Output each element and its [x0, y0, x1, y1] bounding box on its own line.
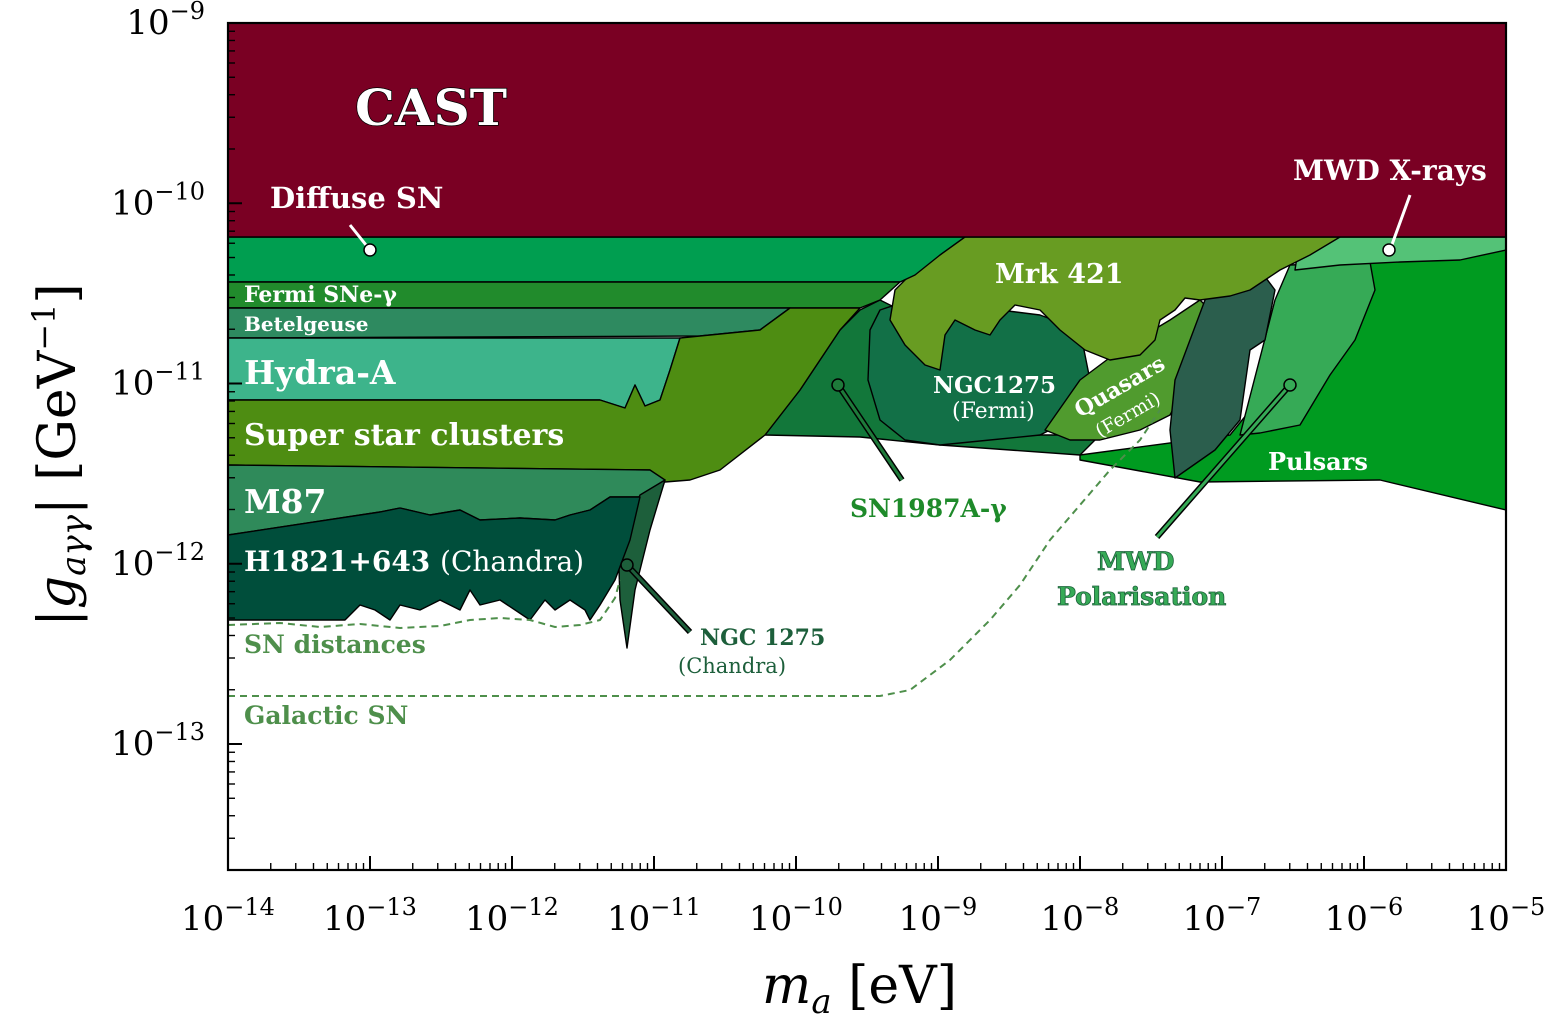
x-tick-label: 10−10 — [749, 893, 843, 939]
x-tick-label: 10−11 — [607, 893, 701, 939]
region-cast — [228, 23, 1506, 238]
label-sn-distances: SN distances — [244, 630, 426, 659]
label-sn1987a: SN1987A-γ — [850, 494, 1007, 523]
x-tick-label: 10−8 — [1041, 893, 1120, 939]
region-super-star-clusters — [228, 307, 861, 483]
label-hydra-a: Hydra-A — [244, 353, 396, 392]
label-m87: M87 — [244, 482, 326, 521]
region-fermi-sne — [228, 281, 901, 309]
y-tick-label: 10−12 — [111, 538, 205, 584]
svg-text:|gaγγ| [GeV−1]: |gaγγ| [GeV−1] — [25, 283, 94, 626]
region-mwd-xrays — [1294, 236, 1506, 271]
label-h1821-sub: (Chandra) — [440, 545, 584, 578]
projection-galactic-sn — [228, 409, 1161, 697]
x-axis-title: ma [eV] — [762, 956, 957, 1022]
pointers — [348, 194, 1412, 635]
label-super-star-clusters: Super star clusters — [244, 418, 564, 453]
x-tick-label: 10−6 — [1325, 893, 1404, 939]
label-mwd-polarisation-1: MWD — [1097, 547, 1174, 576]
plot-frame — [226, 21, 1508, 872]
label-ngc1275-chandra-sub: (Chandra) — [678, 654, 786, 678]
label-fermi-sne: Fermi SNe-γ — [244, 282, 397, 308]
region-mrk421 — [889, 236, 1341, 371]
y-tick-label: 10−11 — [111, 358, 205, 404]
label-mrk421: Mrk 421 — [995, 259, 1124, 290]
label-betelgeuse: Betelgeuse — [244, 312, 368, 336]
y-axis: 10−13 10−12 10−11 10−10 10−9 — [111, 0, 242, 871]
y-tick-label: 10−10 — [111, 177, 205, 223]
x-tick-label: 10−13 — [323, 893, 417, 939]
x-tick-label: 10−7 — [1183, 893, 1262, 939]
region-mwd-polarisation — [1239, 261, 1376, 436]
x-tick-label: 10−12 — [465, 893, 559, 939]
x-tick-label: 10−14 — [181, 893, 275, 939]
label-diffuse-sn: Diffuse SN — [270, 181, 443, 215]
label-mwd-xrays: MWD X-rays — [1293, 154, 1487, 187]
label-cast: CAST — [355, 78, 507, 137]
label-h1821-main: H1821+643 — [244, 545, 430, 578]
label-ngc1275-fermi-sub: (Fermi) — [952, 399, 1035, 424]
label-galactic-sn: Galactic SN — [244, 701, 408, 730]
y-tick-label: 10−9 — [126, 0, 205, 43]
label-ngc1275-chandra: NGC 1275 — [700, 625, 825, 651]
y-axis-title: |gaγγ| [GeV−1] — [25, 283, 94, 626]
x-axis: 10−14 10−13 10−12 10−11 10−10 10−9 10−8 10−7 10−… — [181, 856, 1545, 939]
label-mwd-polarisation-2: Polarisation — [1057, 582, 1226, 611]
projection-sn-distances — [228, 579, 621, 630]
label-ngc1275-fermi: NGC1275 — [933, 372, 1056, 399]
plot-area — [228, 23, 1506, 870]
label-h1821: H1821+643 (Chandra) — [244, 545, 584, 578]
region-h1821 — [228, 496, 641, 621]
region-diffuse-sn — [228, 236, 966, 283]
svg-text:ma [eV]: ma [eV] — [762, 956, 957, 1022]
x-tick-label: 10−9 — [899, 893, 978, 939]
y-tick-label: 10−13 — [111, 718, 205, 764]
label-pulsars: Pulsars — [1268, 447, 1368, 476]
x-tick-label: 10−5 — [1467, 893, 1546, 939]
